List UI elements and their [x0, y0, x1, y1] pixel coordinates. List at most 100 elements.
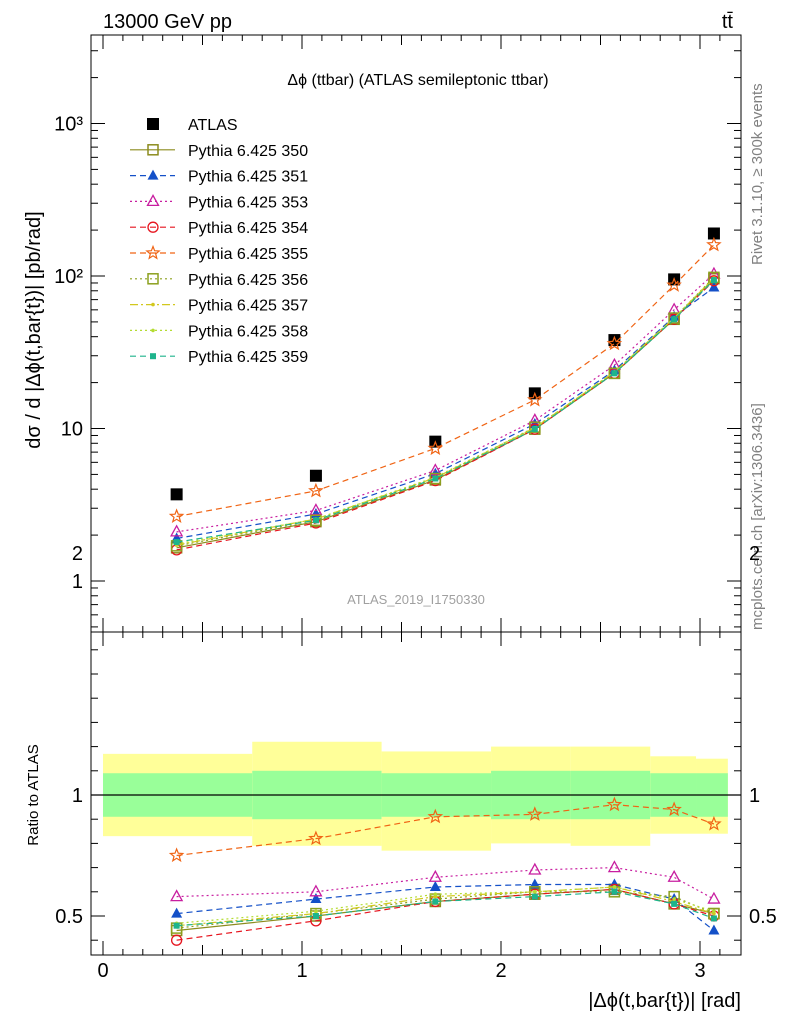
ratio-point-pythia-6-425-359	[432, 898, 439, 905]
main-panel: 1 10 10² 10³	[54, 34, 742, 633]
ratio-line-pythia-6-425-355	[176, 804, 715, 857]
series-atlas	[170, 227, 720, 501]
x-tick-label: 0	[97, 960, 108, 982]
ratio-point-pythia-6-425-351	[708, 924, 720, 935]
data-point-pythia-6-425-355	[527, 391, 543, 407]
legend-entry: ATLAS	[188, 117, 238, 134]
ratio-point-pythia-6-425-354	[170, 934, 183, 946]
energy-label: 13000 GeV pp	[103, 11, 232, 33]
ratio-y-tick-label-right: 2	[749, 543, 760, 565]
data-point-pythia-6-425-356	[608, 367, 621, 380]
ratio-series-pythia-6-425-355	[168, 796, 722, 863]
ratio-point-pythia-6-425-355	[526, 806, 543, 821]
data-point-pythia-6-425-359	[611, 370, 618, 377]
ratio-series-pythia-6-425-358	[174, 885, 716, 926]
process-label: tt̄	[722, 11, 734, 33]
legend-entry: Pythia 6.425 350	[188, 143, 308, 160]
data-point-atlas	[170, 488, 183, 501]
data-point-pythia-6-425-359	[173, 539, 180, 546]
ratio-y-axis-label: Ratio to ATLAS	[25, 744, 42, 845]
legend-entry: Pythia 6.425 356	[188, 272, 308, 289]
x-tick-label: 3	[694, 960, 705, 982]
ratio-point-pythia-6-425-353	[170, 889, 184, 902]
series-pythia-6-425-359	[173, 277, 717, 546]
ratio-point-pythia-6-425-355	[427, 808, 444, 824]
ratio-point-pythia-6-425-359	[173, 922, 180, 929]
legend-marker	[147, 144, 159, 156]
ratio-point-pythia-6-425-353	[428, 869, 442, 882]
data-point-pythia-6-425-355	[666, 277, 682, 292]
ratio-line-pythia-6-425-354	[176, 888, 715, 941]
ratio-frame	[90, 631, 742, 956]
legend-entry: Pythia 6.425 353	[188, 194, 308, 211]
ratio-point-pythia-6-425-351	[608, 878, 620, 889]
ratio-point-pythia-6-425-351	[310, 893, 322, 904]
ratio-point-pythia-6-425-353	[309, 884, 323, 897]
legend-marker	[147, 118, 159, 130]
ratio-point-pythia-6-425-358	[672, 897, 676, 901]
ratio-y-tick-label: 2	[72, 543, 83, 565]
x-tick-label: 1	[296, 960, 307, 982]
ratio-point-pythia-6-425-355	[666, 801, 682, 817]
data-point-pythia-6-425-353	[428, 463, 442, 476]
ratio-series-pythia-6-425-351	[171, 878, 720, 935]
main-y-axis-label: dσ / d |Δϕ(t,bar{t})| [pb/rad]	[23, 211, 45, 448]
ratio-point-pythia-6-425-353	[707, 891, 721, 904]
legend-marker	[150, 353, 156, 360]
ratio-point-pythia-6-425-351	[171, 907, 183, 918]
legend-entry: Pythia 6.425 351	[188, 169, 308, 186]
legend-marker	[146, 194, 160, 207]
legend: ATLAS Pythia 6.425 350 Pythia 6.425 351 Pyt…	[130, 117, 308, 366]
series-pythia-6-425-354	[170, 275, 720, 556]
ratio-y-tick-label: 1	[72, 785, 83, 807]
ratio-series-pythia-6-425-350	[170, 883, 720, 937]
ratio-point-pythia-6-425-358	[533, 890, 537, 894]
rivet-label: Rivet 3.1.10, ≥ 300k events	[749, 83, 766, 265]
legend-marker	[147, 169, 159, 180]
series-pythia-6-425-358	[174, 276, 716, 546]
series-line-pythia-6-425-354	[176, 280, 715, 551]
data-point-pythia-6-425-355	[427, 440, 444, 456]
data-point-pythia-6-425-355	[606, 335, 623, 351]
ratio-point-pythia-6-425-359	[671, 900, 678, 907]
data-point-atlas	[309, 469, 322, 482]
ratio-point-pythia-6-425-358	[433, 892, 438, 897]
ratio-point-pythia-6-425-358	[314, 909, 318, 913]
series-line-pythia-6-425-358	[176, 278, 715, 545]
data-point-atlas	[608, 334, 621, 347]
ratio-point-pythia-6-425-359	[710, 915, 717, 922]
ratio-y-tick-label-right: 1	[749, 785, 760, 807]
x-axis-label: |Δϕ(t,bar{t})| [rad]	[588, 990, 741, 1012]
ratio-point-pythia-6-425-359	[531, 893, 538, 900]
data-point-pythia-6-425-356	[529, 421, 541, 433]
ratio-point-pythia-6-425-353	[607, 860, 622, 873]
ratio-y-tick-label: 0.5	[55, 906, 83, 928]
legend-marker	[151, 328, 155, 333]
data-point-pythia-6-425-353	[170, 524, 184, 537]
series-pythia-6-425-351	[171, 281, 720, 543]
legend-marker	[147, 221, 159, 233]
data-point-pythia-6-425-355	[706, 236, 722, 252]
legend-entry: Pythia 6.425 359	[188, 349, 308, 366]
ratio-line-pythia-6-425-350	[176, 888, 715, 932]
ratio-point-pythia-6-425-353	[667, 869, 681, 882]
ratio-point-pythia-6-425-359	[611, 888, 618, 895]
watermark: ATLAS_2019_I1750330	[347, 592, 485, 607]
data-point-pythia-6-425-356	[429, 472, 442, 485]
legend-marker	[145, 244, 161, 260]
main-y-tick-label: 1	[72, 571, 83, 593]
ratio-point-pythia-6-425-355	[706, 815, 722, 831]
series-line-pythia-6-425-357	[176, 277, 715, 546]
ratio-point-pythia-6-425-358	[712, 909, 716, 913]
mcplots-label: mcplots.cern.ch [arXiv:1306.3436]	[749, 403, 766, 630]
data-point-pythia-6-425-351	[708, 281, 720, 292]
series-line-pythia-6-425-359	[176, 279, 715, 543]
legend-entry: Pythia 6.425 355	[188, 246, 308, 263]
data-point-atlas	[707, 227, 720, 240]
main-y-tick-label: 10²	[54, 266, 83, 288]
ratio-line-pythia-6-425-359	[176, 891, 715, 927]
data-point-pythia-6-425-359	[710, 277, 717, 284]
ratio-point-pythia-6-425-359	[312, 913, 319, 919]
series-line-pythia-6-425-350	[176, 278, 715, 549]
